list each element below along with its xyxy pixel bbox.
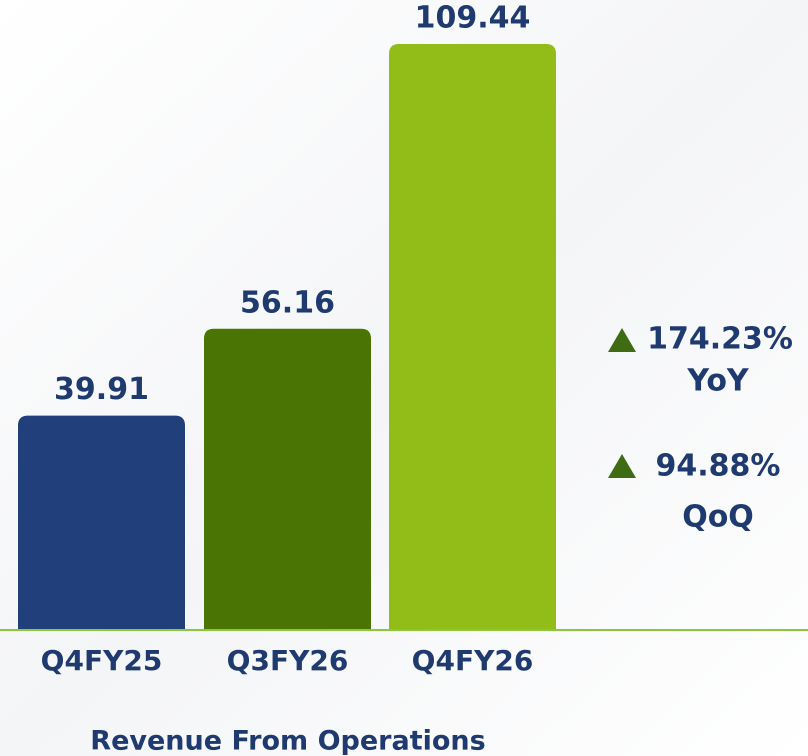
x-tick-label: Q4FY25 bbox=[41, 644, 163, 677]
bar bbox=[18, 415, 185, 629]
data-label: 56.16 bbox=[240, 285, 335, 320]
bar bbox=[204, 328, 371, 629]
chart-title: Revenue From Operations bbox=[90, 726, 485, 756]
up-arrow bbox=[608, 328, 636, 352]
x-tick-label: Q4FY26 bbox=[412, 644, 534, 677]
qoq-value: 94.88% bbox=[656, 449, 781, 484]
yoy-label: YoY bbox=[686, 364, 750, 399]
qoq-label: QoQ bbox=[682, 500, 754, 535]
up-arrow bbox=[608, 454, 636, 478]
data-label: 109.44 bbox=[415, 0, 531, 35]
bar bbox=[389, 43, 556, 629]
yoy-value: 174.23% bbox=[647, 322, 793, 357]
data-label: 39.91 bbox=[54, 372, 149, 407]
x-tick-label: Q3FY26 bbox=[227, 644, 349, 677]
